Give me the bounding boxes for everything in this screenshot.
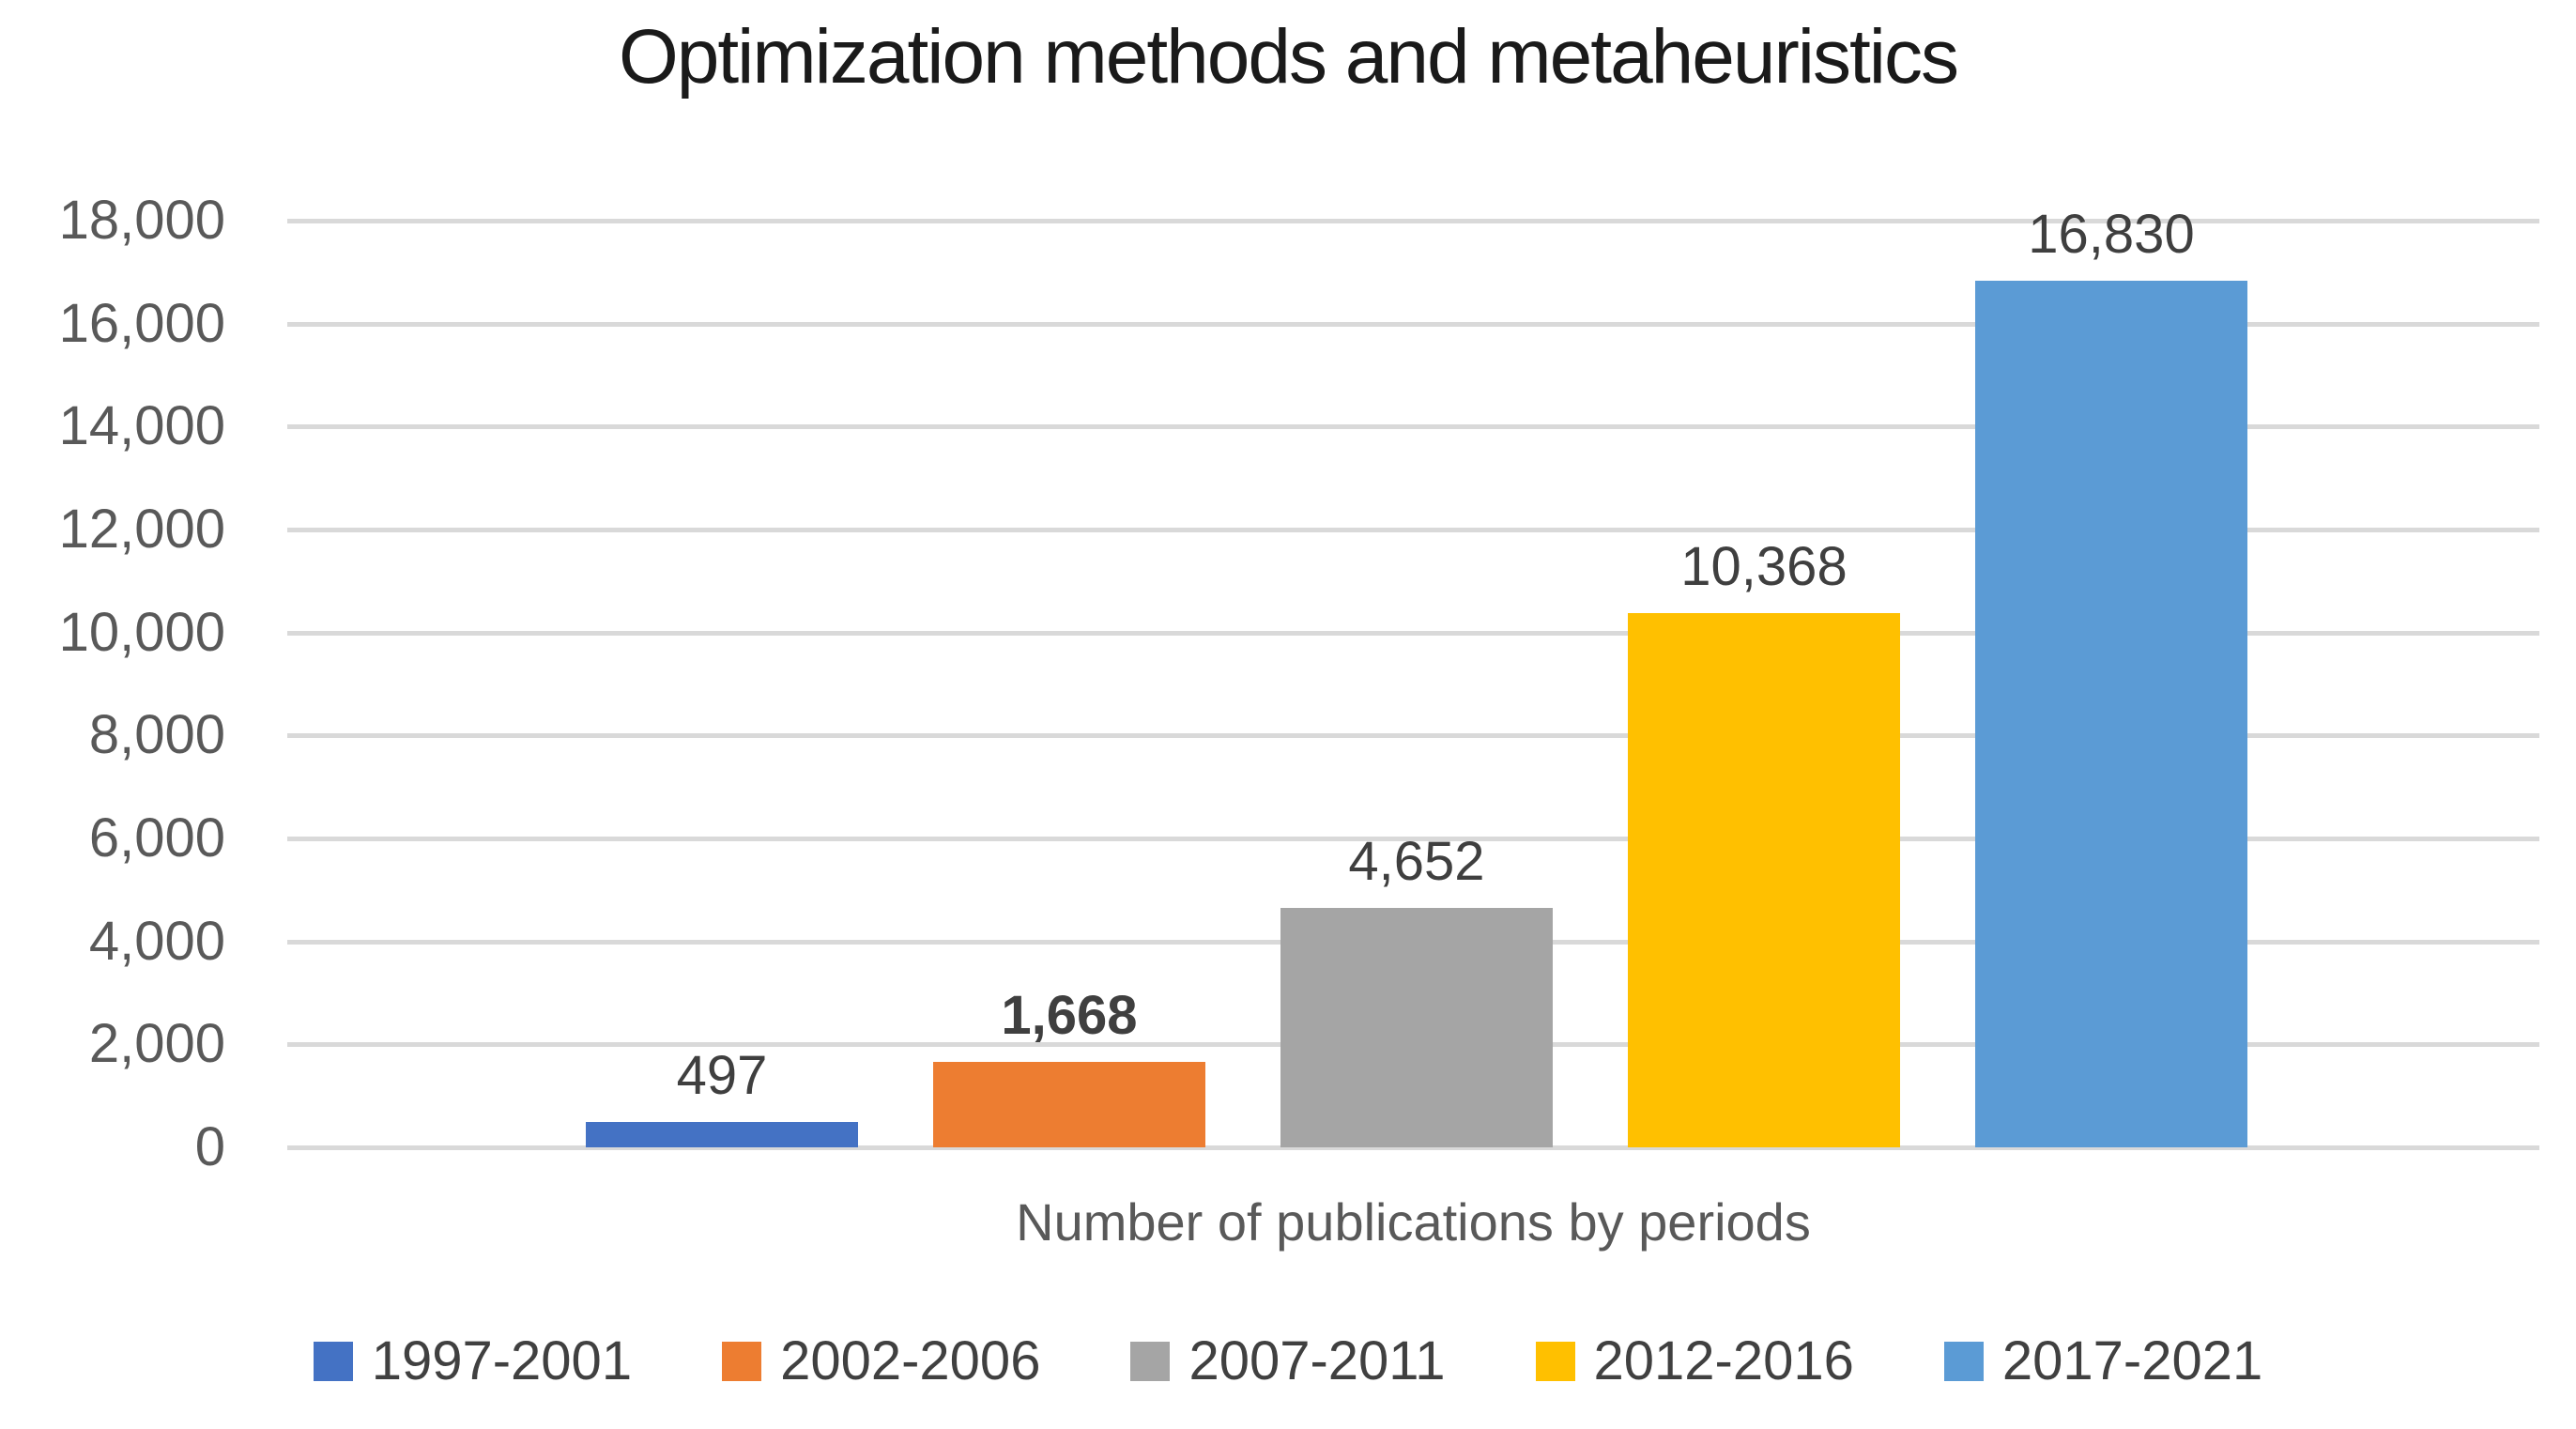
- legend-item-2012-2016: 2012-2016: [1535, 1330, 1854, 1391]
- y-axis-tick-label: 16,000: [58, 292, 225, 354]
- legend-item-1997-2001: 1997-2001: [313, 1330, 633, 1391]
- legend: 1997-2001 2002-2006 2007-2011 2012-2016 2017…: [0, 1331, 2576, 1391]
- legend-item-2017-2021: 2017-2021: [1943, 1330, 2263, 1391]
- y-axis-tick-label: 4,000: [88, 910, 225, 972]
- y-axis-tick-label: 12,000: [58, 499, 225, 560]
- legend-label: 2002-2006: [780, 1330, 1041, 1391]
- legend-label: 2012-2016: [1593, 1330, 1854, 1391]
- gridline: [287, 630, 2539, 636]
- y-axis-tick-label: 6,000: [88, 807, 225, 868]
- legend-color-swatch: [1943, 1341, 1984, 1381]
- legend-color-swatch: [313, 1341, 353, 1381]
- legend-label: 1997-2001: [371, 1330, 633, 1391]
- bar-value-label-2012-2016: 10,368: [1680, 536, 1848, 597]
- plot-area: 0 2,000 4,000 6,000 8,000 10,000 12,000 14,000 1…: [59, 190, 2539, 1177]
- gridline: [287, 321, 2539, 327]
- bar-2007-2011: [1280, 908, 1553, 1147]
- bar-1997-2001: [586, 1122, 858, 1147]
- y-axis-tick-label: 14,000: [58, 395, 225, 457]
- bar-2017-2021: [1975, 281, 2247, 1147]
- legend-color-swatch: [1130, 1341, 1171, 1381]
- bar-2002-2006: [933, 1062, 1205, 1147]
- legend-label: 2017-2021: [2001, 1330, 2263, 1391]
- bar-value-label-2007-2011: 4,652: [1348, 831, 1485, 892]
- y-axis-tick-label: 0: [194, 1116, 225, 1177]
- gridline: [287, 424, 2539, 430]
- legend-color-swatch: [722, 1341, 762, 1381]
- gridline: [287, 837, 2539, 841]
- y-axis-tick-label: 2,000: [88, 1013, 225, 1075]
- gridline: [287, 219, 2539, 223]
- legend-label: 2007-2011: [1188, 1330, 1446, 1391]
- bar-value-label-2017-2021: 16,830: [2028, 204, 2195, 265]
- x-axis-title: Number of publications by periods: [1016, 1192, 1811, 1252]
- legend-color-swatch: [1535, 1341, 1575, 1381]
- gridline: [287, 528, 2539, 532]
- legend-item-2007-2011: 2007-2011: [1130, 1330, 1446, 1391]
- y-axis-tick-label: 18,000: [58, 190, 225, 251]
- chart-title: Optimization methods and metaheuristics: [618, 14, 1959, 100]
- y-axis-tick-label: 10,000: [58, 601, 225, 663]
- gridline: [287, 1145, 2539, 1150]
- bar-value-label-2002-2006: 1,668: [1001, 985, 1138, 1046]
- y-axis-tick-label: 8,000: [88, 704, 225, 766]
- bar-value-label-1997-2001: 497: [676, 1045, 768, 1106]
- gridline: [287, 733, 2539, 739]
- bar-2012-2016: [1628, 613, 1900, 1147]
- legend-item-2002-2006: 2002-2006: [722, 1331, 1040, 1391]
